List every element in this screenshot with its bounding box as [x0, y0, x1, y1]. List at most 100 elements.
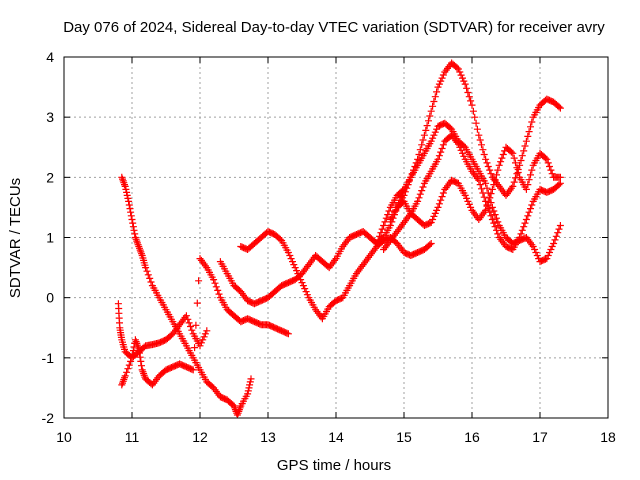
data-point [191, 344, 199, 352]
data-point [438, 145, 446, 152]
data-point [510, 178, 518, 186]
data-point [528, 166, 536, 174]
data-point [544, 159, 552, 167]
data-point [416, 190, 424, 198]
data-point [490, 207, 498, 215]
data-point [499, 151, 507, 158]
x-tick-label: 16 [464, 429, 480, 445]
x-tick-label: 13 [260, 429, 276, 445]
data-point [469, 107, 477, 115]
data-point [130, 226, 138, 234]
data-point [203, 327, 211, 335]
series-track-d [237, 228, 435, 323]
data-point [467, 203, 475, 211]
data-point [439, 141, 447, 149]
data-point [454, 65, 462, 73]
data-point [513, 164, 521, 172]
data-point [427, 107, 435, 115]
data-point [464, 89, 472, 96]
data-point [303, 291, 311, 299]
data-point [418, 187, 426, 195]
data-point [488, 216, 496, 223]
x-tick-label: 17 [532, 429, 548, 445]
data-point [482, 155, 490, 163]
data-point [429, 102, 437, 110]
data-point [135, 345, 143, 353]
data-point [215, 290, 223, 298]
data-point [453, 64, 461, 72]
data-point [541, 154, 549, 162]
data-point [461, 191, 469, 199]
data-point [437, 77, 445, 85]
data-point [299, 282, 307, 290]
data-point [493, 214, 500, 222]
data-point [434, 203, 442, 211]
data-point [471, 113, 479, 121]
data-point [479, 146, 487, 154]
data-point [463, 84, 471, 92]
data-point [210, 276, 218, 284]
data-point [433, 88, 441, 96]
data-point [430, 212, 438, 220]
data-point [185, 319, 193, 327]
data-point [381, 218, 389, 226]
data-point [435, 200, 443, 208]
data-point [211, 279, 219, 287]
data-point [521, 219, 529, 227]
data-point [509, 182, 517, 190]
data-point [459, 149, 466, 157]
data-point [488, 185, 496, 193]
y-tick-label: 2 [46, 169, 54, 185]
y-tick-label: 1 [46, 230, 54, 246]
data-point [446, 124, 454, 132]
data-point [525, 128, 533, 136]
data-point [138, 362, 145, 370]
data-point [197, 339, 205, 347]
data-point [527, 205, 534, 213]
data-point [478, 141, 485, 149]
data-point [510, 154, 518, 162]
data-point [201, 330, 209, 338]
data-point [543, 255, 551, 263]
data-point [196, 342, 204, 350]
data-point [486, 194, 494, 202]
data-point [459, 74, 466, 82]
data-point [427, 137, 435, 145]
data-point [188, 326, 196, 334]
data-point [124, 194, 132, 202]
data-point [212, 283, 220, 291]
data-point [437, 196, 445, 204]
data-point [246, 381, 254, 389]
y-axis-title: SDTVAR / TECUs [7, 178, 24, 298]
data-point [276, 235, 284, 243]
data-point [184, 315, 192, 323]
series-track-h [380, 131, 564, 253]
data-point [522, 216, 530, 223]
data-point [433, 125, 441, 133]
data-point [382, 214, 390, 222]
data-point [125, 201, 133, 209]
data-point [380, 222, 388, 229]
data-point [457, 71, 465, 79]
y-tick-label: -1 [42, 350, 55, 366]
data-point [512, 159, 519, 167]
data-point [142, 264, 150, 272]
data-point [143, 267, 151, 275]
data-point [422, 126, 430, 134]
data-marks [114, 59, 564, 419]
data-point [556, 104, 564, 112]
data-point [136, 349, 143, 357]
data-point [529, 243, 537, 250]
data-point [429, 216, 437, 223]
data-point [431, 128, 439, 136]
data-point [528, 118, 536, 126]
data-point [487, 212, 495, 220]
data-point [552, 232, 560, 240]
data-point [465, 93, 473, 101]
data-point [124, 365, 132, 373]
data-point [527, 171, 534, 179]
data-point [527, 123, 534, 131]
chart-title: Day 076 of 2024, Sidereal Day-to-day VTE… [63, 19, 605, 36]
data-point [438, 193, 446, 201]
data-point [121, 182, 129, 190]
